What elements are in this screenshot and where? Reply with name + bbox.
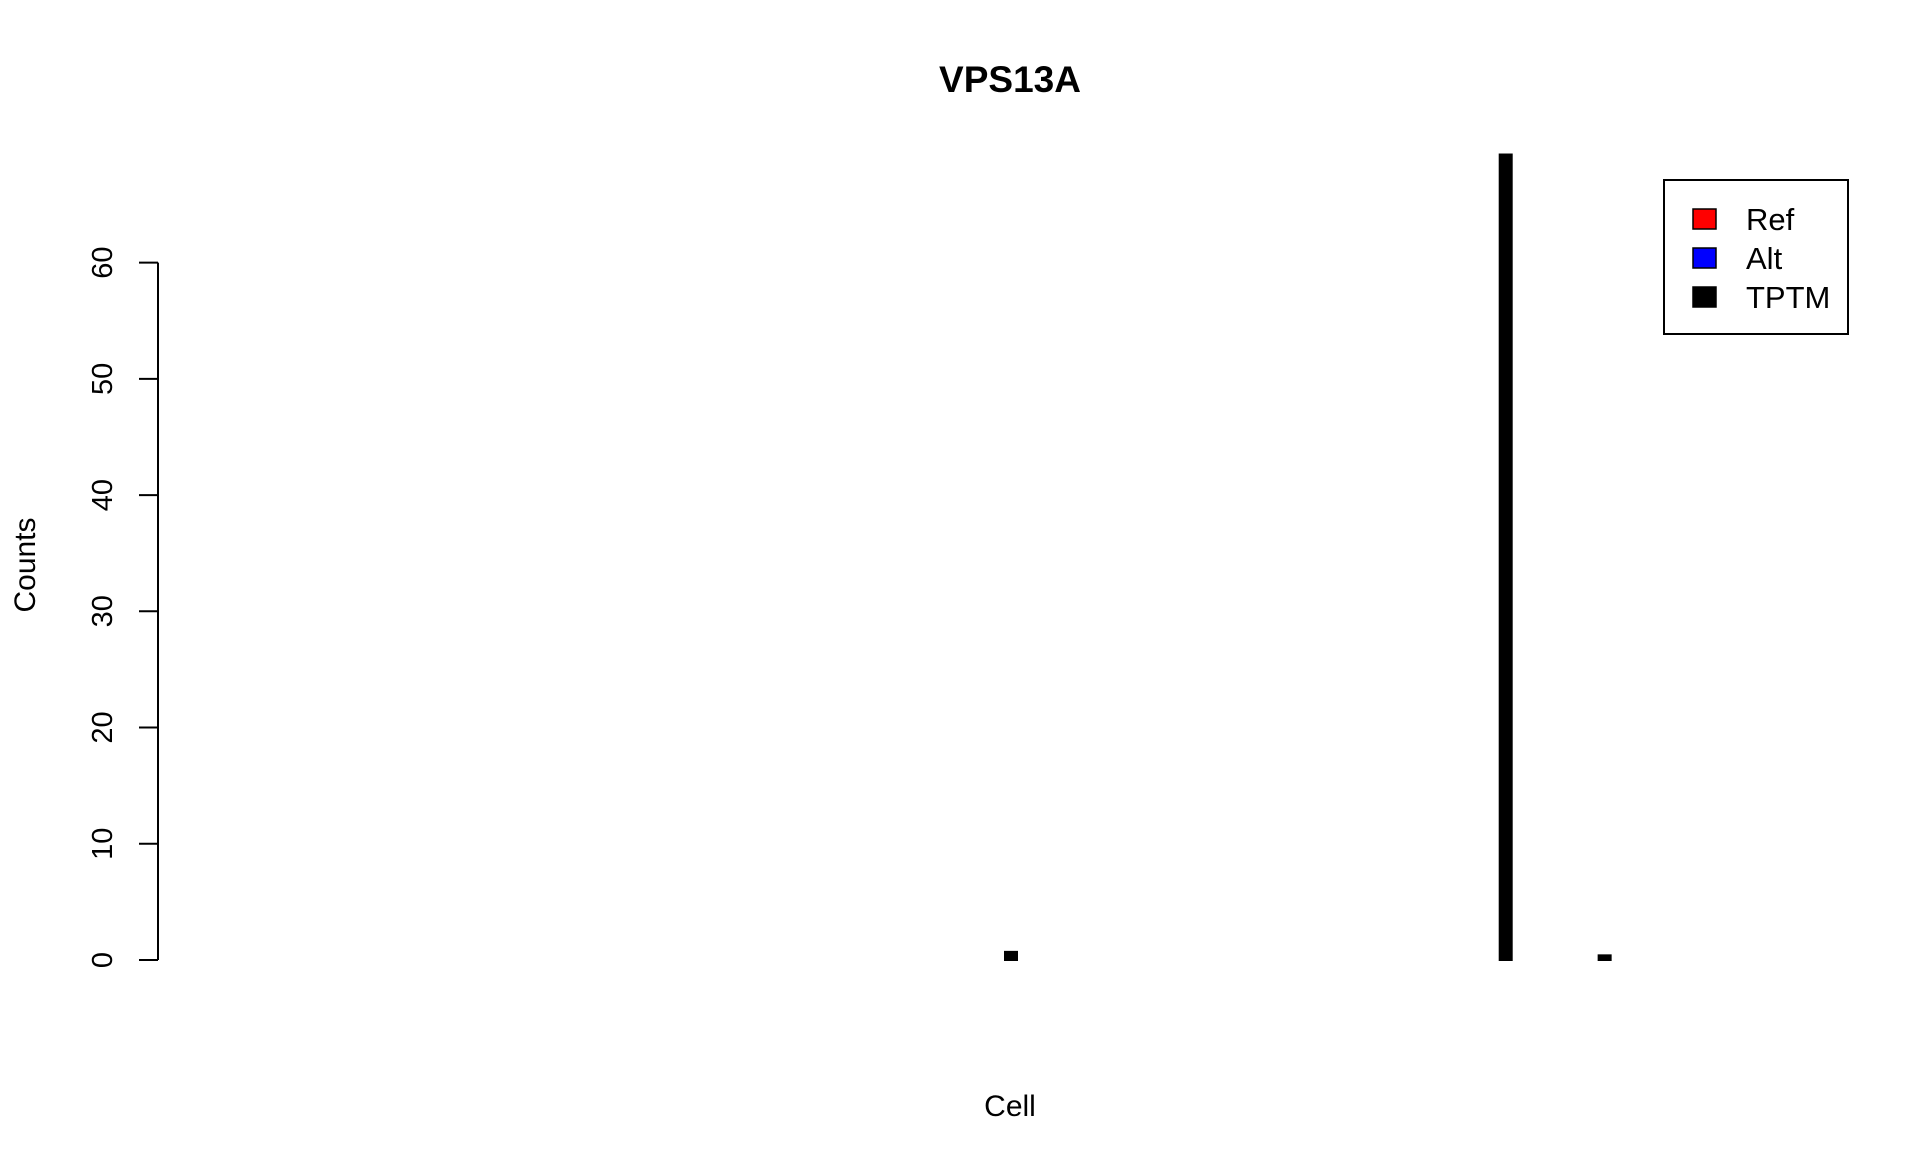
legend-swatch-tptm	[1692, 286, 1717, 308]
bar-tptm-15	[1597, 954, 1612, 961]
chart-title: VPS13A	[939, 59, 1081, 100]
legend: Ref Alt TPTM	[1663, 179, 1849, 335]
legend-label-tptm: TPTM	[1746, 280, 1830, 315]
y-axis: 0 10 20 30 40 50 60	[87, 246, 159, 968]
y-tick-label-60: 60	[87, 246, 119, 278]
y-tick-label-20: 20	[87, 711, 119, 743]
y-tick-label-30: 30	[87, 595, 119, 627]
legend-swatch-alt	[1692, 247, 1717, 269]
bars	[1004, 153, 1612, 962]
x-axis-label: Cell	[984, 1090, 1036, 1123]
legend-swatch-ref	[1692, 208, 1717, 230]
bar-tptm-9	[1004, 950, 1018, 962]
y-axis-label: Counts	[9, 517, 42, 612]
y-tick-label-10: 10	[87, 828, 119, 860]
bar-tptm-14	[1498, 153, 1513, 961]
legend-label-alt: Alt	[1746, 241, 1783, 276]
legend-label-ref: Ref	[1746, 202, 1795, 237]
y-tick-label-50: 50	[87, 363, 119, 395]
y-tick-label-40: 40	[87, 479, 119, 511]
y-tick-label-0: 0	[87, 952, 119, 968]
